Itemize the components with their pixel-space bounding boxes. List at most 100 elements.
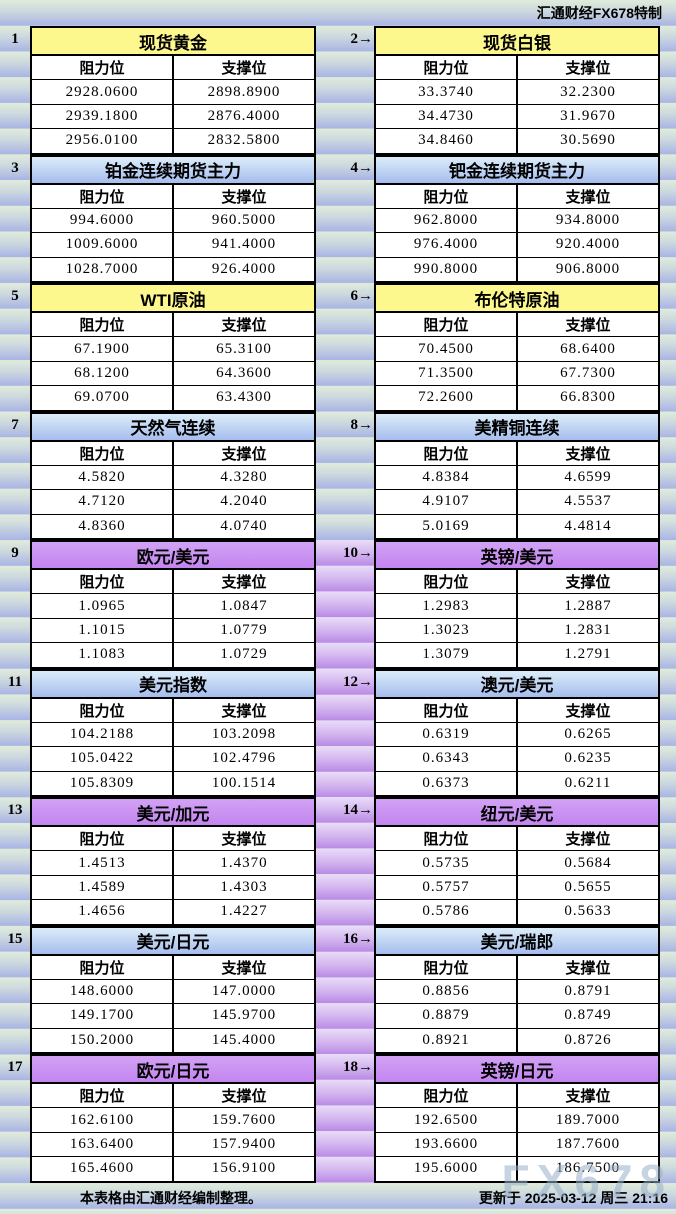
support-value: 100.1514 xyxy=(172,771,314,795)
support-value: 64.3600 xyxy=(172,361,314,386)
support-value: 0.5655 xyxy=(516,875,658,900)
support-value: 187.7600 xyxy=(516,1132,658,1157)
panel-header-row: 阻力位 支撑位 xyxy=(32,698,314,722)
panel-header-row: 阻力位 支撑位 xyxy=(376,56,658,80)
level-row: 162.6100 159.7600 xyxy=(32,1107,314,1132)
resistance-value: 4.9107 xyxy=(376,490,516,514)
support-column-header: 支撑位 xyxy=(172,56,314,80)
level-row: 0.6343 0.6235 xyxy=(376,746,658,771)
level-row: 1.3079 1.2791 xyxy=(376,642,658,667)
support-value: 65.3100 xyxy=(172,337,314,361)
support-value: 1.4370 xyxy=(172,851,314,875)
support-value: 66.8300 xyxy=(516,386,658,410)
resistance-value: 1.4513 xyxy=(32,851,172,875)
resistance-column-header: 阻力位 xyxy=(32,570,172,594)
row-number-mid-arrow: 2→ xyxy=(350,31,374,47)
panel-header-row: 阻力位 支撑位 xyxy=(376,313,658,337)
support-value: 4.5537 xyxy=(516,490,658,514)
resistance-value: 1.1015 xyxy=(32,618,172,643)
level-row: 2956.0100 2832.5800 xyxy=(32,128,314,153)
row-number-mid-arrow: 4→ xyxy=(350,159,374,176)
row-number-mid-arrow: 6→ xyxy=(350,288,374,304)
panel-title: 欧元/日元 xyxy=(32,1056,314,1084)
row-number-left: 1 xyxy=(11,31,19,47)
resistance-value: 104.2188 xyxy=(32,722,172,747)
row-number-left: 9 xyxy=(11,545,19,561)
level-row: 72.2600 66.8300 xyxy=(376,385,658,410)
support-column-header: 支撑位 xyxy=(516,56,658,80)
support-value: 103.2098 xyxy=(172,722,314,747)
level-row: 148.6000 147.0000 xyxy=(32,978,314,1004)
panel-title: 美精铜连续 xyxy=(376,413,658,442)
panel-row: 3 铂金连续期货主力 阻力位 支撑位 994.6000 960.5000 100… xyxy=(0,154,676,283)
resistance-column-header: 阻力位 xyxy=(376,184,516,208)
level-row: 976.4000 920.4000 xyxy=(376,232,658,257)
panel-title: 布伦特原油 xyxy=(376,285,658,313)
panel-header-row: 阻力位 支撑位 xyxy=(32,184,314,208)
support-value: 1.0779 xyxy=(172,618,314,643)
panel-title: 英镑/美元 xyxy=(376,542,658,570)
support-value: 941.4000 xyxy=(172,233,314,257)
level-row: 33.3740 32.2300 xyxy=(376,79,658,104)
support-value: 2832.5800 xyxy=(172,129,314,153)
level-row: 34.8460 30.5690 xyxy=(376,128,658,153)
level-row: 149.1700 145.9700 xyxy=(32,1003,314,1028)
panel-row: 13 美元/加元 阻力位 支撑位 1.4513 1.4370 1.4589 1.… xyxy=(0,797,676,926)
instrument-panel-right: 纽元/美元 阻力位 支撑位 0.5735 0.5684 0.5757 0.565… xyxy=(374,797,660,926)
level-row: 163.6400 157.9400 xyxy=(32,1131,314,1157)
row-number-left: 7 xyxy=(11,416,19,433)
panel-header-row: 阻力位 支撑位 xyxy=(32,441,314,465)
panel-title: 英镑/日元 xyxy=(376,1056,658,1084)
resistance-value: 962.8000 xyxy=(376,208,516,233)
instrument-panel-left: 美元/日元 阻力位 支撑位 148.6000 147.0000 149.1700… xyxy=(30,925,316,1054)
footer-updated-timestamp: 更新于 2025-03-12 周三 21:16 xyxy=(478,1190,668,1206)
level-row: 0.8921 0.8726 xyxy=(376,1027,658,1052)
level-row: 2928.0600 2898.8900 xyxy=(32,79,314,104)
resistance-column-header: 阻力位 xyxy=(376,698,516,722)
resistance-value: 67.1900 xyxy=(32,337,172,361)
level-row: 0.5786 0.5633 xyxy=(376,899,658,924)
support-column-header: 支撑位 xyxy=(172,698,314,722)
level-row: 0.5735 0.5684 xyxy=(376,850,658,875)
resistance-value: 150.2000 xyxy=(32,1028,172,1052)
resistance-value: 34.4730 xyxy=(376,104,516,129)
resistance-column-header: 阻力位 xyxy=(376,570,516,594)
level-row: 994.6000 960.5000 xyxy=(32,207,314,233)
support-value: 0.8749 xyxy=(516,1004,658,1028)
support-value: 0.8726 xyxy=(516,1028,658,1052)
level-row: 0.6319 0.6265 xyxy=(376,721,658,747)
level-row: 1.1083 1.0729 xyxy=(32,642,314,667)
panel-title: 美元/日元 xyxy=(32,927,314,956)
resistance-value: 0.8856 xyxy=(376,979,516,1004)
row-number-left: 15 xyxy=(7,930,23,947)
level-row: 150.2000 145.4000 xyxy=(32,1027,314,1052)
resistance-value: 0.8879 xyxy=(376,1004,516,1028)
row-number-left: 17 xyxy=(7,1059,23,1075)
support-column-header: 支撑位 xyxy=(516,827,658,851)
resistance-column-header: 阻力位 xyxy=(32,827,172,851)
resistance-column-header: 阻力位 xyxy=(376,313,516,337)
row-number-mid-arrow: 10→ xyxy=(316,540,374,669)
level-row: 71.3500 67.7300 xyxy=(376,360,658,386)
level-row: 0.8856 0.8791 xyxy=(376,978,658,1004)
resistance-value: 192.6500 xyxy=(376,1108,516,1132)
resistance-column-header: 阻力位 xyxy=(32,313,172,337)
resistance-column-header: 阻力位 xyxy=(32,441,172,465)
resistance-value: 0.5757 xyxy=(376,875,516,900)
resistance-value: 1.4589 xyxy=(32,875,172,900)
level-row: 1.3023 1.2831 xyxy=(376,617,658,643)
instrument-panel-right: 美元/瑞郎 阻力位 支撑位 0.8856 0.8791 0.8879 0.874… xyxy=(374,925,660,1054)
support-value: 960.5000 xyxy=(172,208,314,233)
resistance-value: 105.8309 xyxy=(32,771,172,795)
resistance-value: 2939.1800 xyxy=(32,104,172,129)
level-row: 195.6000 186.7500 xyxy=(376,1156,658,1181)
panel-title: 澳元/美元 xyxy=(376,670,658,699)
support-value: 4.0740 xyxy=(172,514,314,538)
support-value: 4.2040 xyxy=(172,490,314,514)
resistance-value: 70.4500 xyxy=(376,337,516,361)
panel-header-row: 阻力位 支撑位 xyxy=(32,1084,314,1108)
support-column-header: 支撑位 xyxy=(172,1084,314,1108)
panel-row: 17 欧元/日元 阻力位 支撑位 162.6100 159.7600 163.6… xyxy=(0,1054,676,1183)
brand-label: 汇通财经FX678特制 xyxy=(536,5,662,21)
resistance-value: 1.2983 xyxy=(376,594,516,618)
